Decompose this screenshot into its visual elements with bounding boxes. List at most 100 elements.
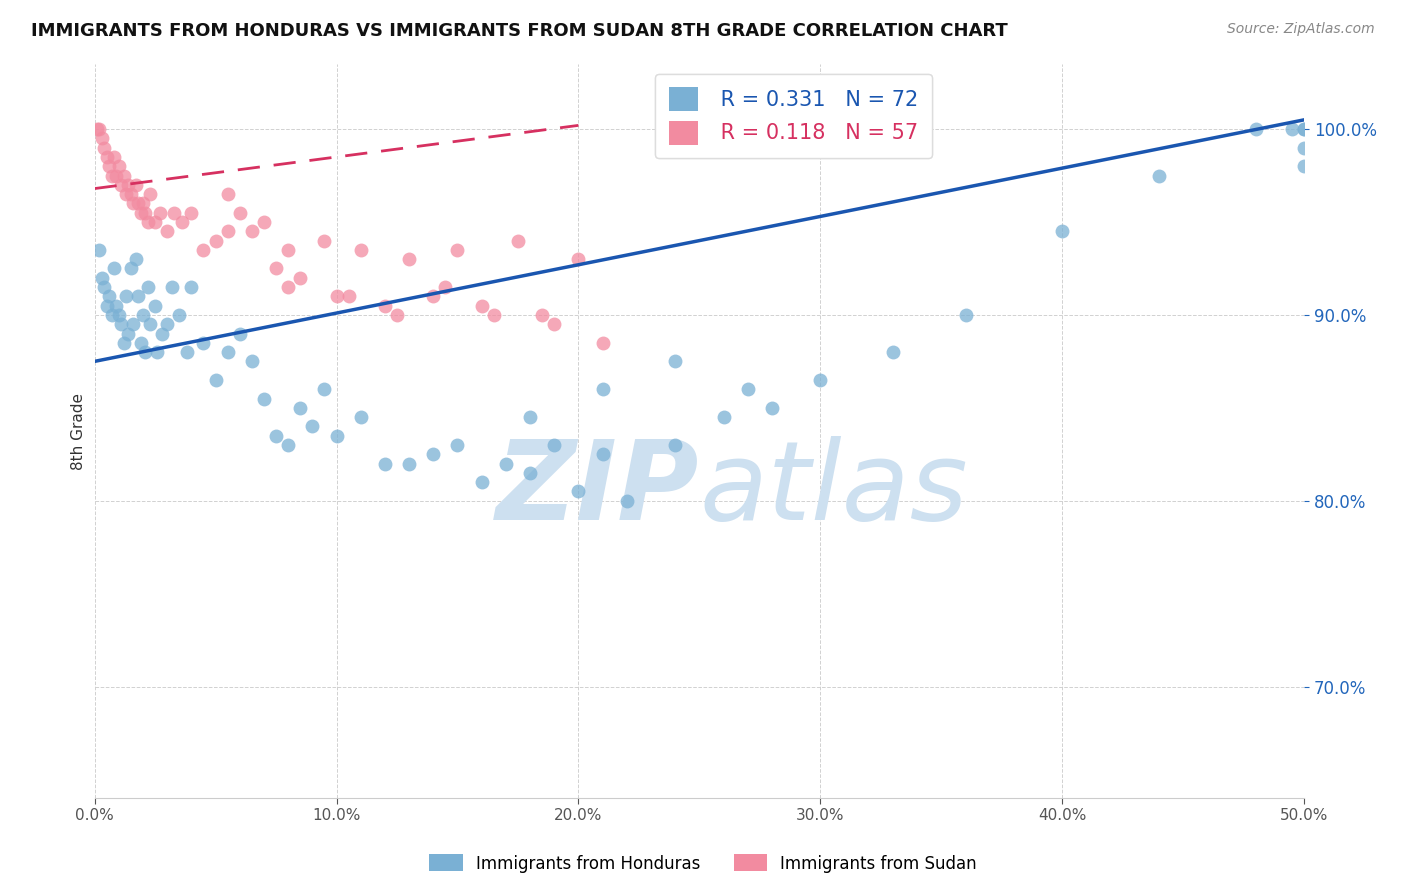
Point <box>592 335 614 350</box>
Point <box>139 317 162 331</box>
Point <box>127 196 149 211</box>
Point <box>167 308 190 322</box>
Point <box>290 270 312 285</box>
Point <box>120 187 142 202</box>
Point <box>136 280 159 294</box>
Point <box>176 345 198 359</box>
Text: ZIP: ZIP <box>496 436 699 543</box>
Point <box>217 224 239 238</box>
Point <box>112 169 135 183</box>
Point <box>100 169 122 183</box>
Point <box>1294 141 1316 155</box>
Point <box>264 428 287 442</box>
Point <box>86 122 108 136</box>
Point <box>567 252 589 267</box>
Point <box>1281 122 1303 136</box>
Point <box>160 280 183 294</box>
Point <box>713 410 735 425</box>
Point <box>882 345 904 359</box>
Point <box>115 289 138 303</box>
Point <box>543 438 565 452</box>
Point <box>122 317 145 331</box>
Point <box>446 243 468 257</box>
Point <box>229 205 252 219</box>
Point <box>115 187 138 202</box>
Point <box>136 215 159 229</box>
Point <box>103 150 125 164</box>
Point <box>350 410 373 425</box>
Point <box>107 308 129 322</box>
Point <box>506 234 529 248</box>
Point <box>422 289 444 303</box>
Text: atlas: atlas <box>699 436 967 543</box>
Legend: Immigrants from Honduras, Immigrants from Sudan: Immigrants from Honduras, Immigrants fro… <box>422 847 984 880</box>
Point <box>737 382 759 396</box>
Point <box>374 299 396 313</box>
Point <box>519 410 541 425</box>
Point <box>89 122 111 136</box>
Point <box>180 280 202 294</box>
Point <box>277 438 299 452</box>
Point <box>150 326 173 341</box>
Point <box>156 224 179 238</box>
Point <box>93 141 115 155</box>
Point <box>204 373 226 387</box>
Point <box>98 159 121 173</box>
Point <box>808 373 831 387</box>
Point <box>1294 122 1316 136</box>
Point <box>93 280 115 294</box>
Point <box>374 457 396 471</box>
Point <box>96 150 118 164</box>
Point <box>107 159 129 173</box>
Point <box>217 187 239 202</box>
Point <box>398 457 420 471</box>
Point <box>89 243 111 257</box>
Point <box>100 308 122 322</box>
Point <box>482 308 505 322</box>
Point <box>277 280 299 294</box>
Point <box>1147 169 1170 183</box>
Point <box>325 428 347 442</box>
Point <box>132 196 155 211</box>
Point <box>543 317 565 331</box>
Point <box>90 131 112 145</box>
Point <box>592 382 614 396</box>
Point <box>314 382 336 396</box>
Point <box>761 401 783 415</box>
Point <box>592 447 614 461</box>
Point <box>217 345 239 359</box>
Point <box>112 335 135 350</box>
Point <box>96 299 118 313</box>
Point <box>134 345 156 359</box>
Point <box>398 252 420 267</box>
Point <box>117 178 139 192</box>
Point <box>180 205 202 219</box>
Point <box>103 261 125 276</box>
Point <box>253 392 276 406</box>
Point <box>110 317 132 331</box>
Legend:  R = 0.331   N = 72,  R = 0.118   N = 57: R = 0.331 N = 72, R = 0.118 N = 57 <box>655 74 932 158</box>
Point <box>163 205 186 219</box>
Point <box>125 252 148 267</box>
Text: Source: ZipAtlas.com: Source: ZipAtlas.com <box>1227 22 1375 37</box>
Point <box>446 438 468 452</box>
Point <box>1052 224 1074 238</box>
Point <box>385 308 408 322</box>
Point <box>314 234 336 248</box>
Point <box>325 289 347 303</box>
Point <box>127 289 149 303</box>
Point <box>434 280 457 294</box>
Point <box>567 484 589 499</box>
Point <box>132 308 155 322</box>
Point <box>90 270 112 285</box>
Point <box>105 299 128 313</box>
Point <box>143 215 166 229</box>
Point <box>337 289 360 303</box>
Point <box>955 308 977 322</box>
Point <box>471 475 494 490</box>
Point <box>139 187 162 202</box>
Point <box>120 261 142 276</box>
Point <box>1294 122 1316 136</box>
Point <box>146 345 169 359</box>
Point <box>125 178 148 192</box>
